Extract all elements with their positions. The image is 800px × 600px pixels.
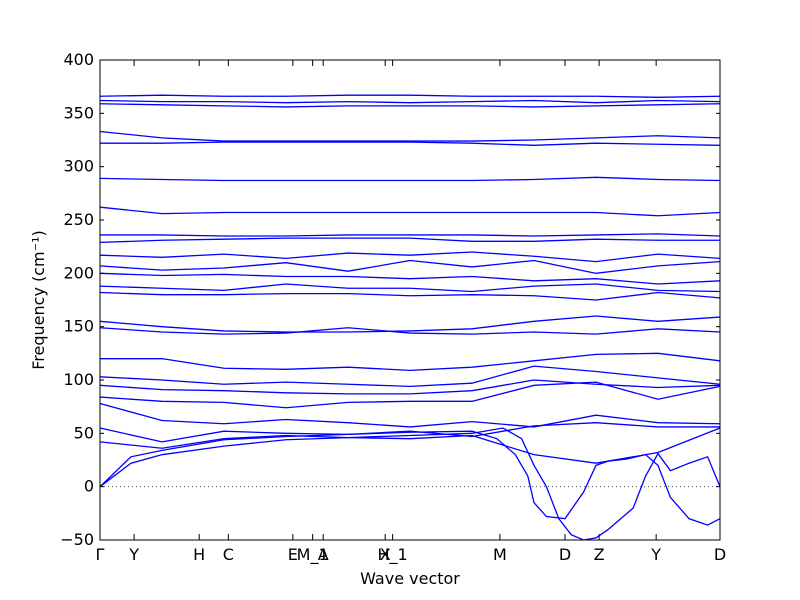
x-tick-label: A <box>318 545 329 564</box>
phonon-branches <box>99 94 721 541</box>
x-tick-label: D <box>559 545 571 564</box>
branch-line-1 <box>99 94 721 98</box>
branch-line-9 <box>99 237 720 244</box>
branch-line-8 <box>100 233 721 237</box>
x-tick-label: H_1 <box>378 545 408 565</box>
y-tick-label: 400 <box>63 50 94 69</box>
branch-line-7 <box>99 206 721 217</box>
branch-line-17 <box>100 352 721 372</box>
x-axis-label: Wave vector <box>360 569 460 588</box>
branch-line-15 <box>99 315 721 333</box>
branch-line-18 <box>99 365 721 388</box>
y-tick-label: 50 <box>74 423 94 442</box>
x-tick-label: D <box>714 545 726 564</box>
x-tick-label: Z <box>594 545 605 564</box>
branch-line-10 <box>99 251 721 263</box>
branch-line-13 <box>99 283 721 293</box>
y-tick-label: −50 <box>60 530 94 549</box>
y-tick-label: 300 <box>63 157 94 176</box>
branch-line-12 <box>99 272 721 285</box>
y-tick-label: 250 <box>63 210 94 229</box>
branch-line-21 <box>99 402 721 428</box>
branch-line-20 <box>99 381 721 409</box>
x-tick-label: M_1 <box>297 545 329 565</box>
y-axis-label: Frequency (cm⁻¹) <box>29 230 48 369</box>
x-tick-label: E <box>288 545 298 564</box>
x-tick-label: X <box>380 545 391 564</box>
branch-line-2 <box>99 99 721 104</box>
y-tick-label: 350 <box>63 103 94 122</box>
branch-line-24 <box>99 430 721 526</box>
y-tick-label: 100 <box>63 370 94 389</box>
y-tick-label: 0 <box>84 477 94 496</box>
x-axis-ticks: Γ Y H C EM_1A XH_1 M D Z Y D <box>96 60 726 565</box>
branch-line-4 <box>99 130 721 142</box>
x-tick-label: H <box>193 545 205 564</box>
y-tick-label: 200 <box>63 263 94 282</box>
branch-line-3 <box>99 103 721 108</box>
branch-line-22 <box>99 422 720 443</box>
branch-line-14 <box>99 291 721 301</box>
branch-line-11 <box>99 259 721 274</box>
x-tick-label: Γ <box>96 545 105 564</box>
branch-line-16 <box>99 327 721 335</box>
y-tick-label: 150 <box>63 317 94 336</box>
x-tick-label: Y <box>128 545 139 564</box>
branch-line-6 <box>99 176 721 182</box>
x-tick-label: C <box>223 545 234 564</box>
x-tick-label: M <box>493 545 507 564</box>
branch-line-5 <box>100 141 721 146</box>
plot-frame <box>99 59 721 541</box>
y-axis-ticks: −50 0 50 100 150 200 250 300 350 400 <box>60 50 720 549</box>
x-tick-label: Y <box>650 545 661 564</box>
branch-line-19 <box>99 379 721 395</box>
branch-line-25 <box>99 427 721 541</box>
